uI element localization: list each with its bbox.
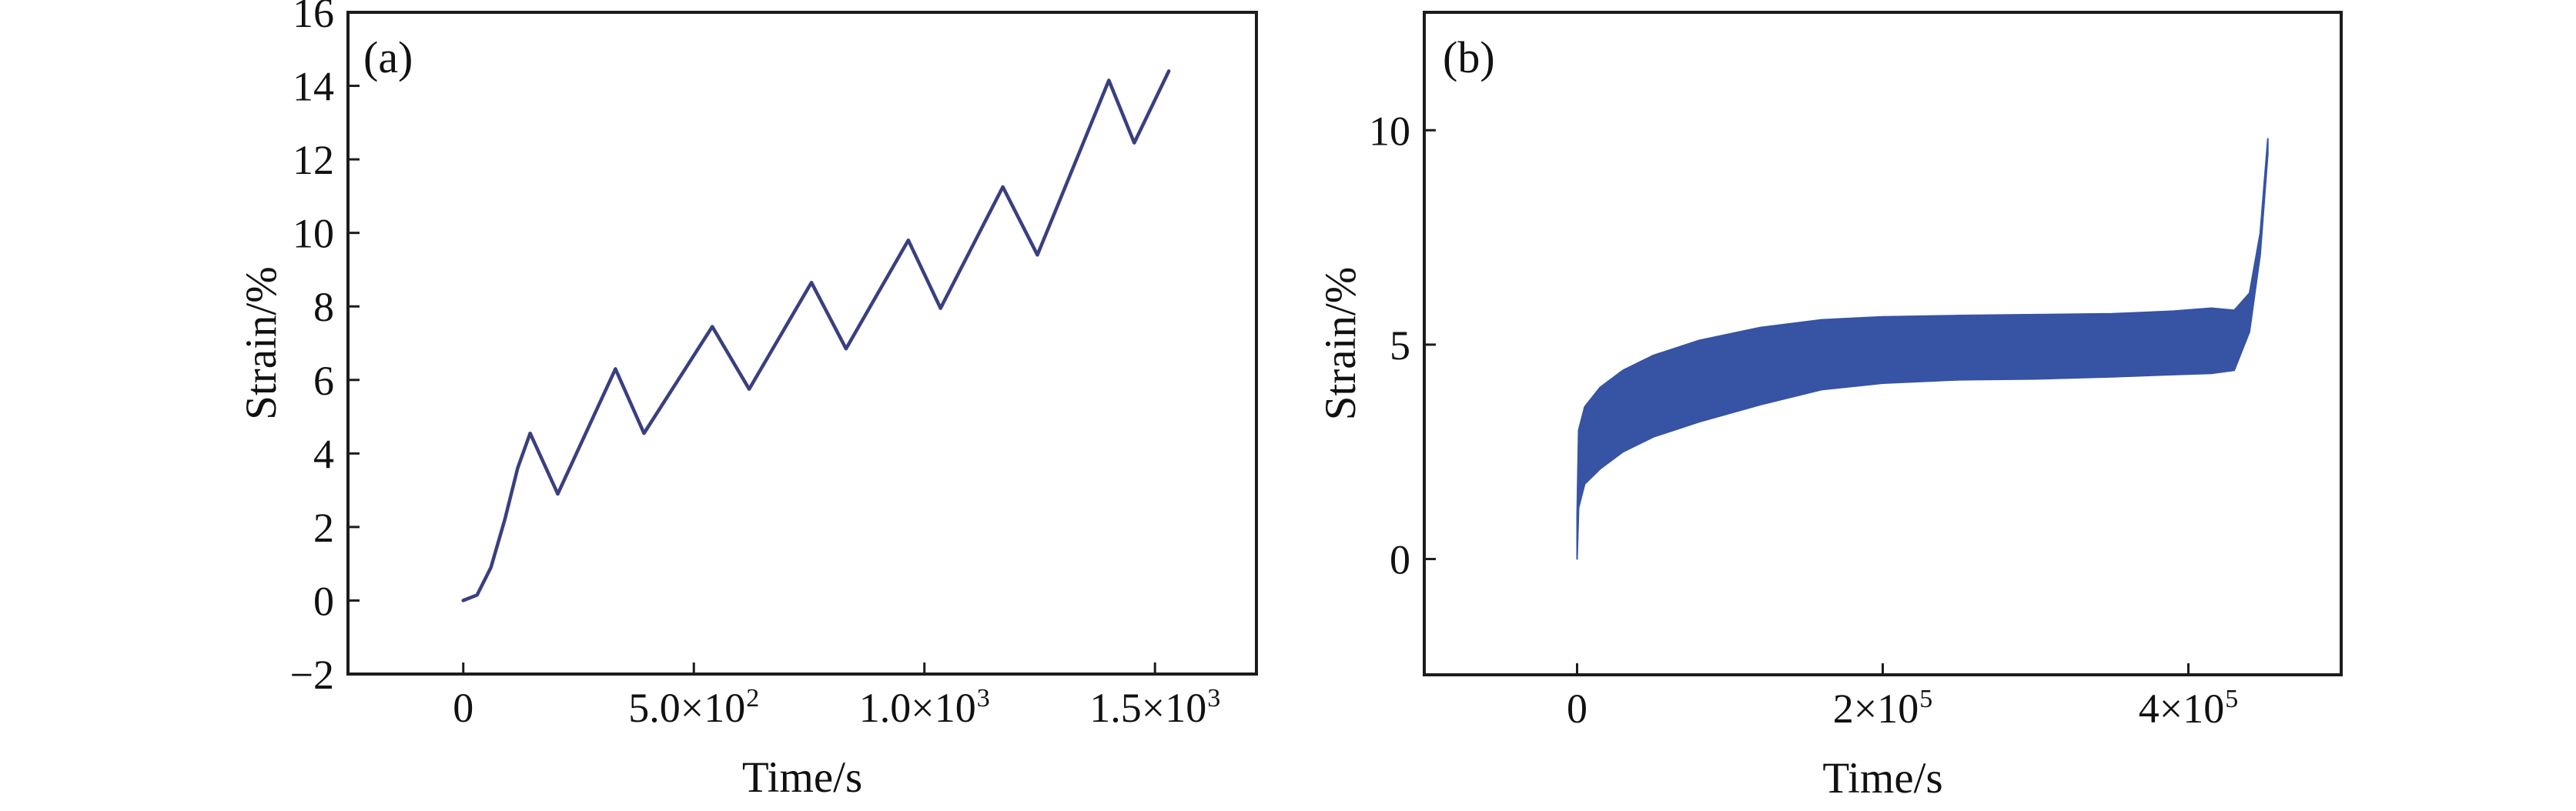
- panel-letter-label: (b): [1443, 32, 1495, 82]
- y-tick-label: 2: [313, 505, 334, 551]
- x-tick-exponent: 3: [977, 684, 990, 713]
- x-tick-exponent: 5: [2225, 685, 2238, 713]
- y-axis-label: Strain/%: [237, 266, 286, 419]
- panel-b: 0 2×105 4×105 0 5 10 Time/s Strain/% (b): [1316, 11, 2343, 803]
- y-tick-label: 0: [1390, 537, 1410, 583]
- y-tick-label: 10: [293, 211, 334, 257]
- y-tick-label: 0: [313, 578, 334, 624]
- x-tick-label: 0: [1567, 686, 1587, 732]
- y-tick-label: 4: [313, 431, 334, 477]
- y-tick-label: 8: [313, 284, 334, 330]
- x-axis-label: Time/s: [1822, 754, 1942, 803]
- y-axis-label: Strain/%: [1316, 267, 1365, 420]
- panel-letter-label: (a): [363, 32, 413, 82]
- strain-line-series: [461, 69, 1171, 602]
- x-tick-label: 2×105: [1833, 685, 1932, 732]
- y-tick-label: 14: [293, 64, 334, 110]
- x-tick-label: 1.0×103: [859, 684, 990, 731]
- x-tick-label: 1.5×103: [1089, 684, 1220, 731]
- y-tick-label: 12: [293, 137, 334, 183]
- y-tick-label: 10: [1369, 108, 1410, 154]
- plot-box: [346, 11, 1258, 676]
- x-axis-label: Time/s: [742, 753, 862, 802]
- x-tick-exponent: 3: [1207, 684, 1220, 713]
- x-tick-label: 4×105: [2139, 685, 2238, 732]
- x-tick-exponent: 5: [1919, 685, 1932, 713]
- y-tick-label: 5: [1390, 322, 1410, 369]
- x-tick-label: 0: [453, 685, 473, 731]
- y-tick-label: 6: [313, 358, 334, 404]
- y-tick-label: 16: [293, 0, 334, 36]
- strain-envelope-band: [1576, 138, 2269, 560]
- y-tick-label: −2: [290, 652, 334, 698]
- x-tick-exponent: 2: [746, 684, 759, 713]
- panel-a: 0 5.0×102 1.0×103 1.5×103 −2 0 2 4 6 8 10 12 14 16 Tim…: [237, 0, 1258, 802]
- x-tick-label: 5.0×102: [628, 684, 759, 731]
